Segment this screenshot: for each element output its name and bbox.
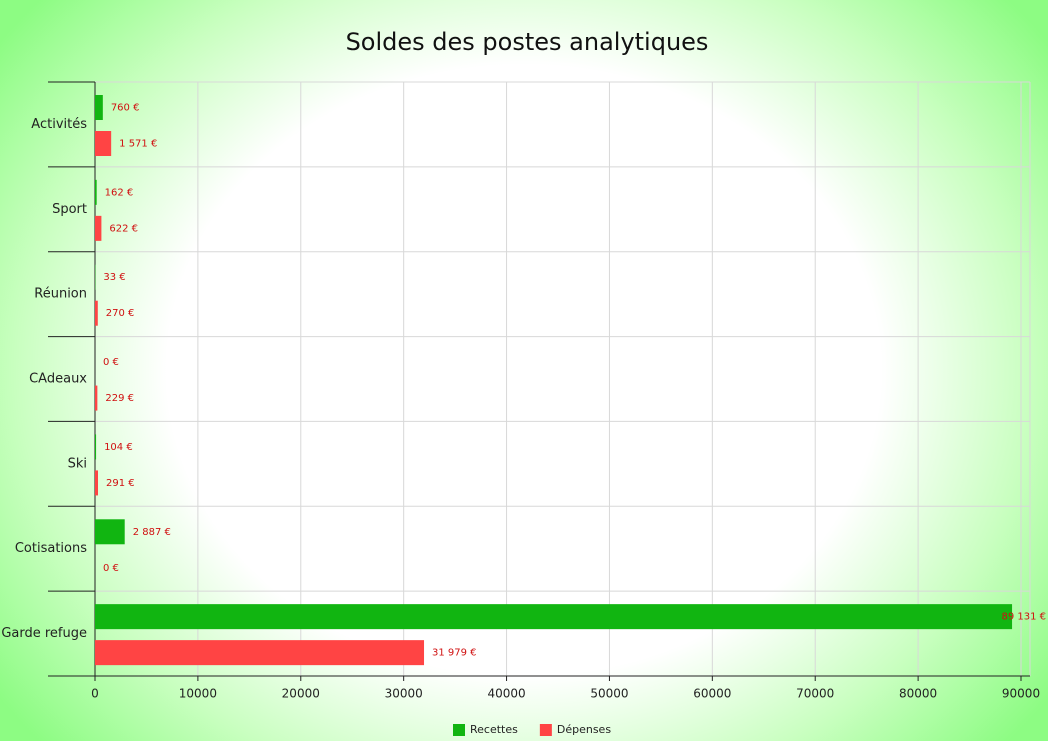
value-label: 291 € <box>106 478 135 489</box>
bar <box>95 131 112 156</box>
y-tick-label: Cotisations <box>15 541 87 556</box>
bar <box>95 215 102 241</box>
bar <box>95 519 125 545</box>
bar <box>95 470 98 496</box>
bar <box>95 385 98 411</box>
x-tick-label: 80000 <box>899 687 937 701</box>
y-tick-label: Ski <box>68 456 87 471</box>
x-tick-label: 90000 <box>1002 687 1040 701</box>
x-tick-label: 20000 <box>282 687 320 701</box>
bar <box>95 179 97 205</box>
legend-label: Recettes <box>470 723 518 736</box>
x-tick-label: 0 <box>91 687 99 701</box>
value-label: 229 € <box>105 393 134 404</box>
chart-title: Soldes des postes analytiques <box>346 28 709 56</box>
value-label: 270 € <box>106 308 135 319</box>
value-label: 89 131 € <box>1001 612 1046 623</box>
legend-label: Dépenses <box>557 723 611 736</box>
x-tick-label: 30000 <box>385 687 423 701</box>
legend-swatch <box>539 724 552 736</box>
value-label: 33 € <box>103 272 125 283</box>
value-label: 0 € <box>103 563 119 574</box>
bar <box>95 300 98 326</box>
y-tick-label: Sport <box>52 202 87 217</box>
bar <box>95 604 1013 630</box>
bar <box>95 640 425 666</box>
value-label: 0 € <box>103 357 119 368</box>
legend-swatch <box>453 724 465 736</box>
value-label: 1 571 € <box>119 139 157 150</box>
y-tick-label: Activités <box>31 117 87 132</box>
x-tick-label: 50000 <box>590 687 628 701</box>
value-label: 104 € <box>104 442 133 453</box>
value-label: 760 € <box>111 103 140 114</box>
bar <box>95 434 97 460</box>
x-tick-label: 70000 <box>796 687 834 701</box>
value-label: 2 887 € <box>133 527 171 538</box>
bar <box>95 95 103 120</box>
y-tick-label: Garde refuge <box>1 626 87 641</box>
x-tick-label: 60000 <box>693 687 731 701</box>
y-tick-label: CAdeaux <box>29 372 87 387</box>
value-label: 622 € <box>109 223 138 234</box>
x-tick-label: 40000 <box>487 687 525 701</box>
x-tick-label: 10000 <box>179 687 217 701</box>
y-tick-label: Réunion <box>34 287 87 302</box>
value-label: 31 979 € <box>432 648 477 659</box>
value-label: 162 € <box>105 187 134 198</box>
